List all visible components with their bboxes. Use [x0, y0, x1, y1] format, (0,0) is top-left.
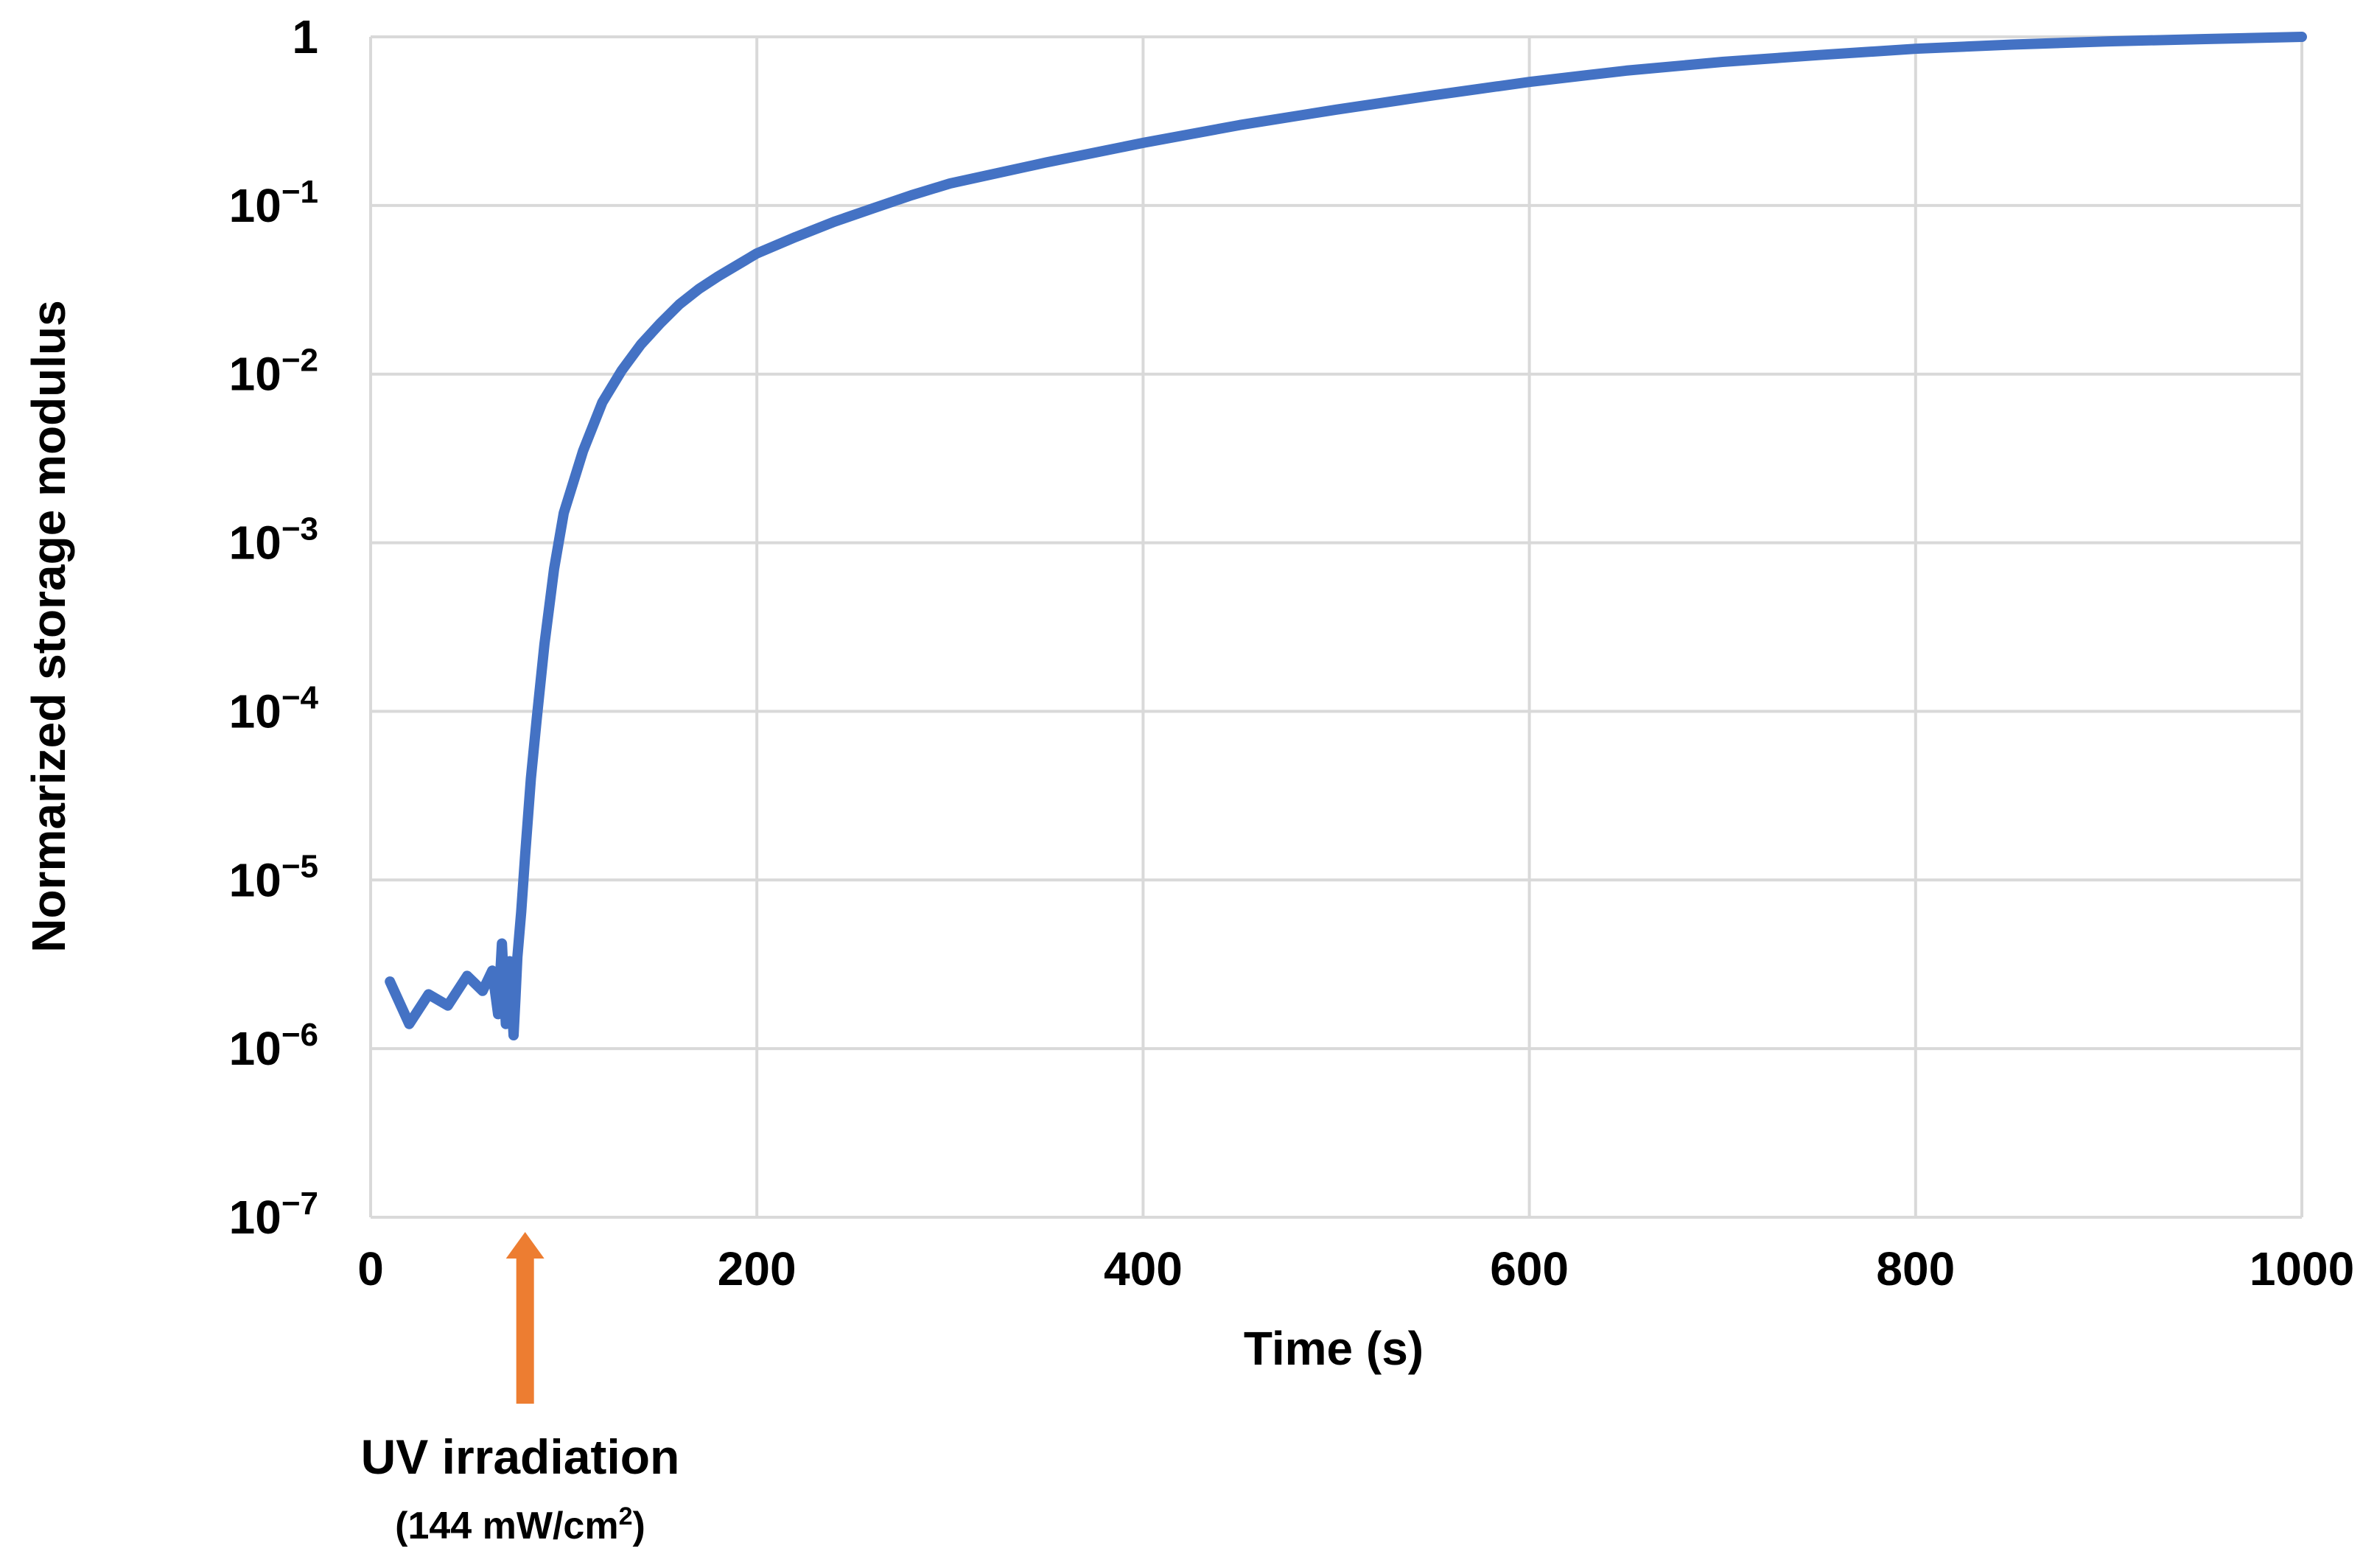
uv-sublabel-suffix: ): [633, 1505, 645, 1547]
y-tick-label: 10−2: [229, 343, 318, 401]
y-tick-base: 10: [229, 517, 281, 570]
x-tick-labels: 0 200 400 600 800 1000: [357, 1242, 2354, 1295]
y-tick-exponent: −2: [281, 343, 318, 379]
y-tick-base: 10: [229, 179, 281, 232]
x-tick-label: 200: [718, 1242, 797, 1295]
y-tick-exponent: −5: [281, 848, 318, 884]
y-tick-label: 10−7: [229, 1186, 318, 1244]
grid-lines: [371, 35, 2303, 1217]
x-tick-label: 0: [357, 1242, 384, 1295]
uv-sublabel: (144 mW/cm2): [395, 1502, 645, 1547]
y-tick-label: 10−6: [229, 1017, 318, 1075]
x-tick-label: 1000: [2250, 1242, 2354, 1295]
x-tick-label: 400: [1104, 1242, 1183, 1295]
uv-sublabel-sup: 2: [619, 1502, 633, 1530]
y-axis-title: Normarized storage modulus: [22, 300, 75, 953]
y-tick-label: 10−3: [229, 511, 318, 570]
y-tick-exponent: −6: [281, 1017, 318, 1053]
y-tick-exponent: −3: [281, 511, 318, 547]
y-tick-exponent: −4: [281, 679, 319, 715]
y-tick-base: 10: [229, 348, 281, 401]
y-tick-labels: 110−110−210−310−410−510−610−7: [229, 10, 319, 1244]
uv-sublabel-prefix: (144 mW/cm: [395, 1505, 618, 1547]
series-lines: [385, 32, 2307, 1040]
axes: [369, 37, 2302, 1219]
uv-label: UV irradiation: [361, 1429, 680, 1484]
y-tick-base: 10: [229, 853, 281, 906]
y-tick-base: 10: [229, 1191, 281, 1244]
x-tick-label: 600: [1490, 1242, 1569, 1295]
y-tick-exponent: −1: [281, 174, 318, 210]
uv-arrow-icon: [505, 1232, 545, 1404]
y-tick-label: 10−4: [229, 679, 319, 738]
series-line: [385, 32, 2307, 1040]
y-tick-base: 1: [292, 10, 318, 63]
x-axis-title: Time (s): [1244, 1322, 1424, 1375]
y-tick-base: 10: [229, 1022, 281, 1075]
y-tick-label: 10−5: [229, 848, 318, 906]
y-tick-exponent: −7: [281, 1186, 318, 1222]
y-tick-label: 10−1: [229, 174, 318, 232]
uv-annotation: UV irradiation (144 mW/cm2): [361, 1232, 680, 1547]
y-tick-base: 10: [229, 685, 281, 738]
y-tick-label: 1: [292, 10, 318, 63]
x-tick-label: 800: [1876, 1242, 1955, 1295]
